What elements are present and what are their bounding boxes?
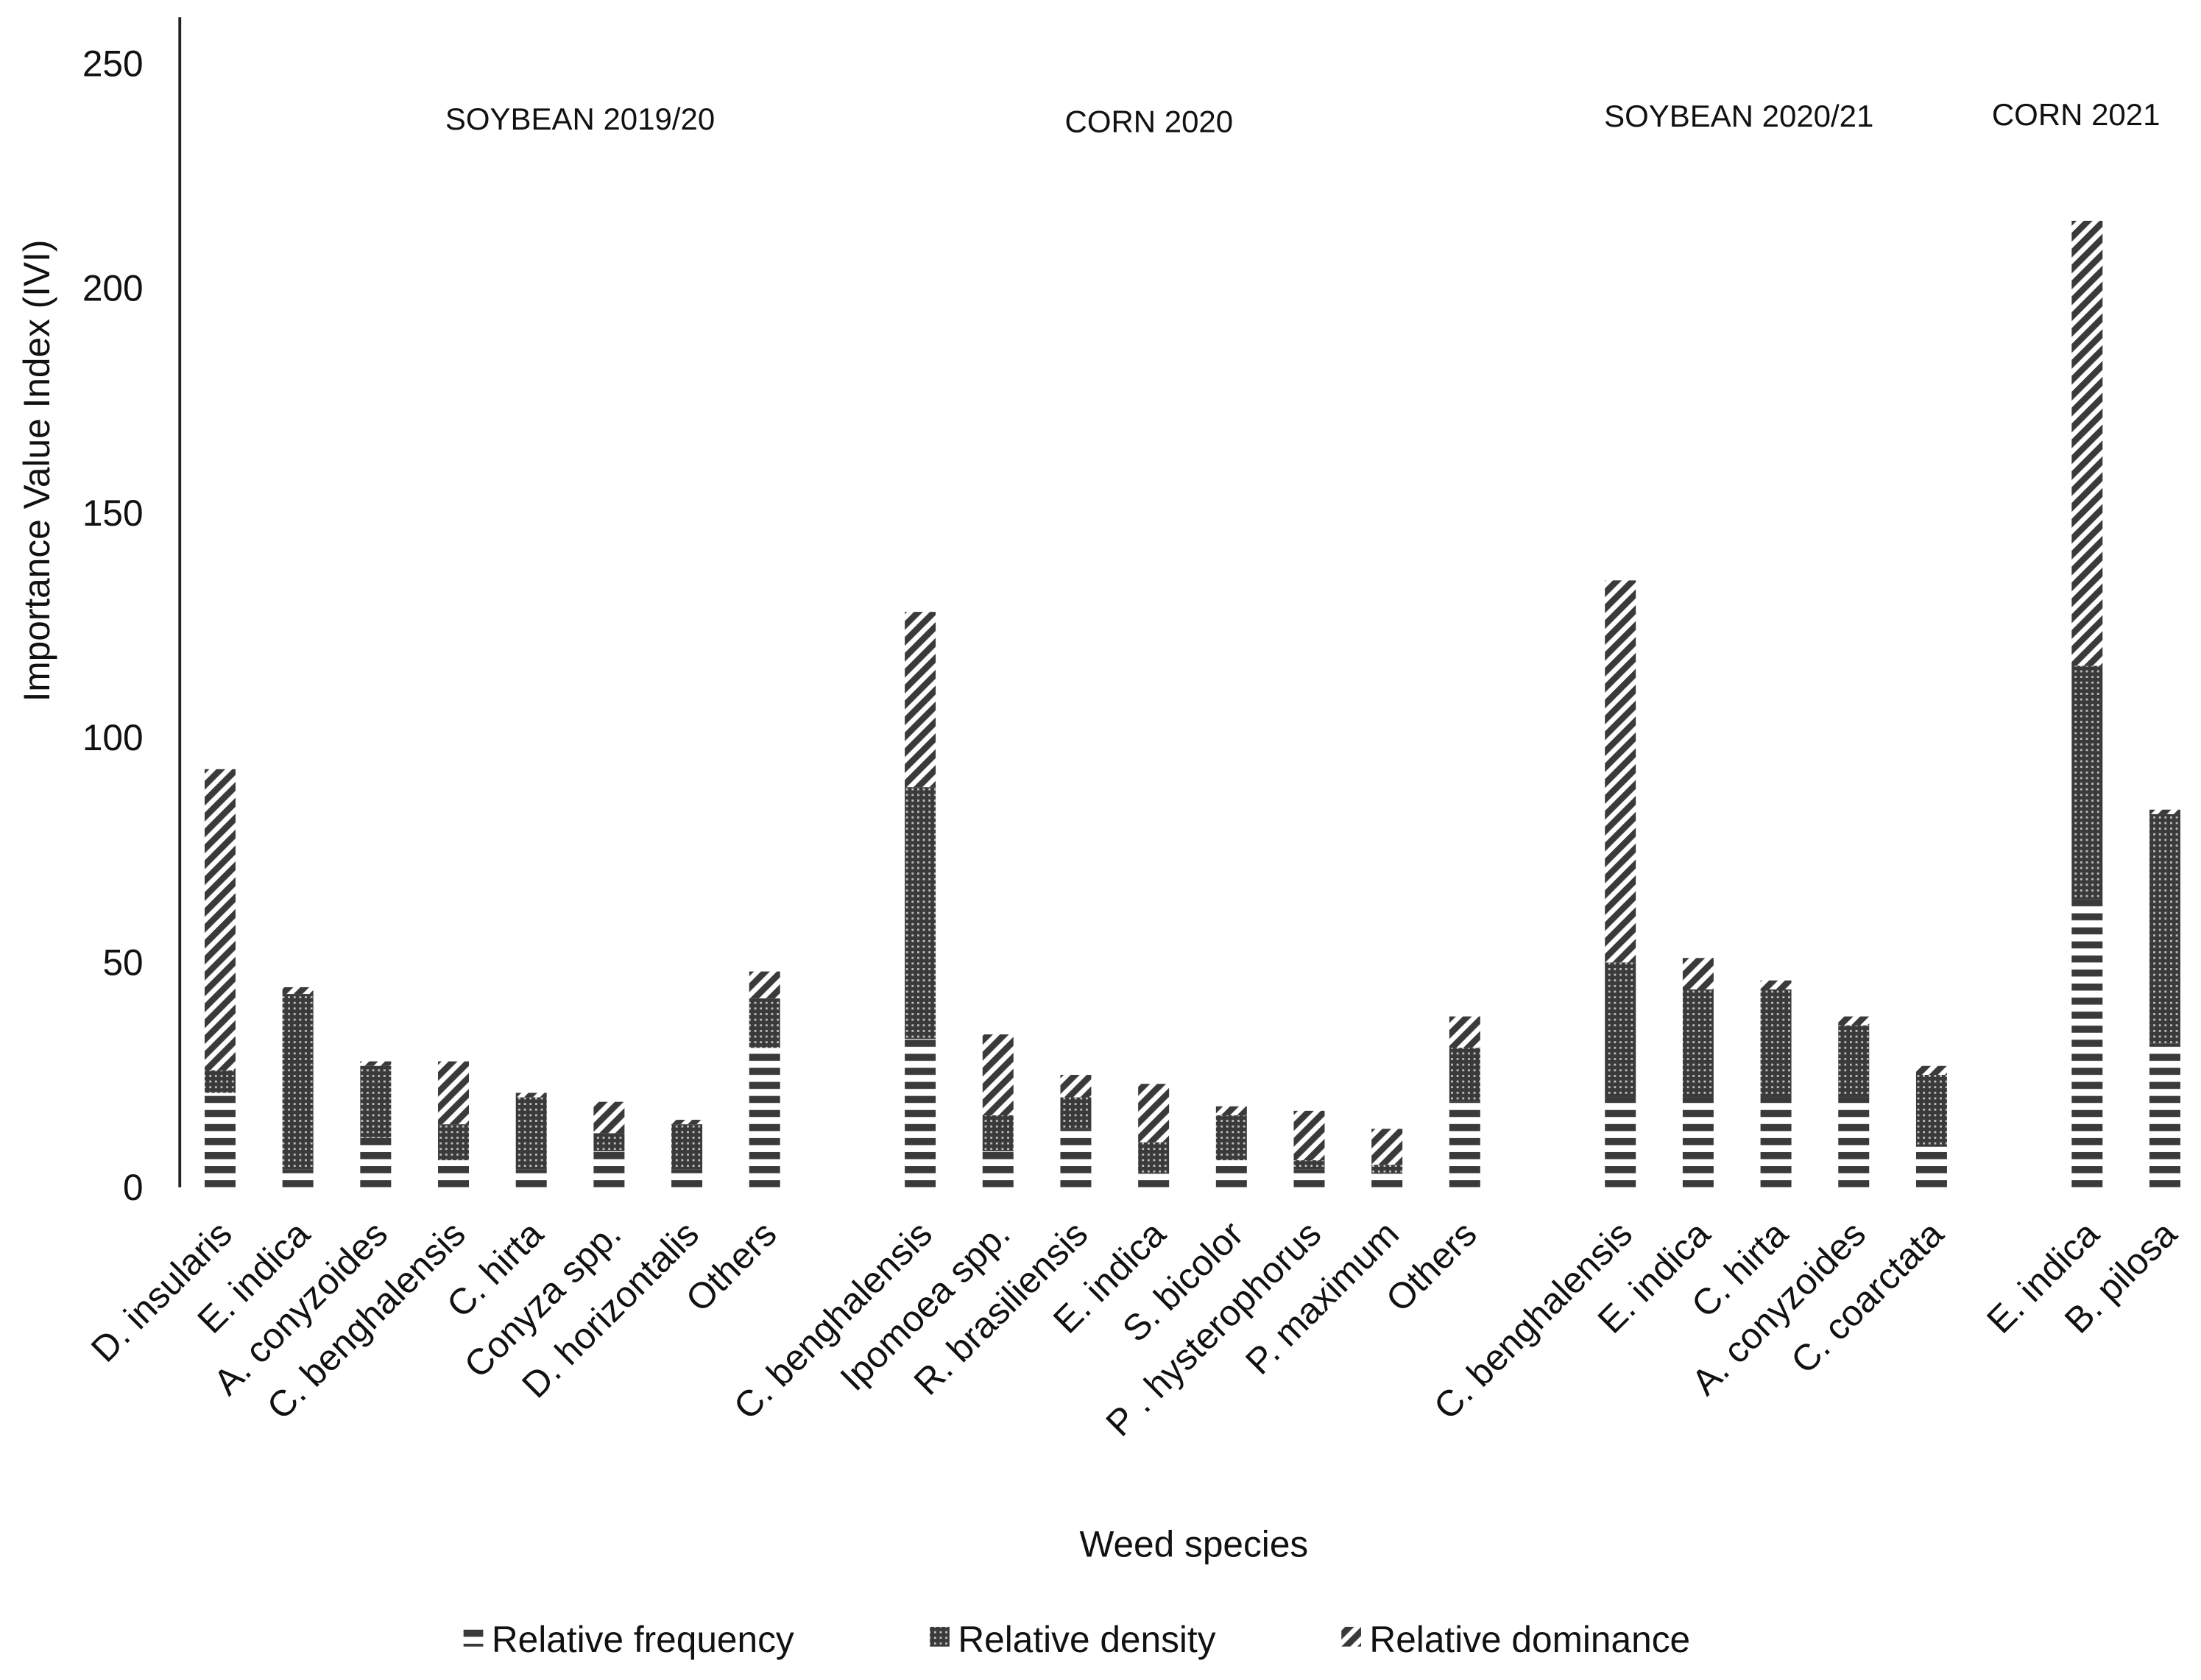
- y-tick-label: 200: [82, 268, 144, 309]
- bar-segment: [1371, 1173, 1403, 1187]
- bar-segment: [1138, 1173, 1170, 1187]
- bar-segment: [905, 1039, 936, 1187]
- bar-segment: [1682, 989, 1714, 1098]
- bar-segment: [438, 1124, 470, 1161]
- group-label: SOYBEAN 2019/20: [445, 102, 715, 136]
- bar-segment: [282, 994, 314, 1170]
- bar-segment: [2071, 220, 2103, 666]
- bar-segment: [1682, 1097, 1714, 1187]
- y-tick-label: 100: [82, 717, 144, 758]
- bar-segment: [1293, 1169, 1325, 1187]
- bar-segment: [1760, 1097, 1792, 1187]
- bar-segment: [1915, 1146, 1947, 1187]
- bar-segment: [982, 1151, 1014, 1187]
- bar-segment: [1293, 1160, 1325, 1170]
- bar-segment: [749, 971, 780, 999]
- bar-segment: [1293, 1110, 1325, 1161]
- bar-segment: [1605, 1097, 1636, 1187]
- group-label: CORN 2020: [1065, 105, 1234, 139]
- bar-segment: [1915, 1065, 1947, 1076]
- bar-segment: [360, 1065, 392, 1138]
- bar-segment: [2071, 666, 2103, 900]
- legend-label: Relative frequency: [492, 1619, 794, 1660]
- bar-segment: [1760, 989, 1792, 1098]
- bar-segment: [671, 1120, 703, 1125]
- bar-segment: [1838, 1016, 1870, 1026]
- bar-segment: [1138, 1142, 1170, 1174]
- bar-segment: [1215, 1115, 1247, 1161]
- bar-segment: [2071, 899, 2103, 1187]
- bar-segment: [1605, 580, 1636, 963]
- bar-segment: [2149, 813, 2180, 1044]
- y-tick-label: 0: [123, 1167, 144, 1208]
- group-label: CORN 2021: [1992, 97, 2161, 132]
- bar-segment: [1605, 962, 1636, 1098]
- group-label: SOYBEAN 2020/21: [1604, 99, 1873, 133]
- bar-segment: [1915, 1075, 1947, 1147]
- bar-segment: [982, 1115, 1014, 1151]
- bar-segment: [1682, 958, 1714, 990]
- y-tick-label: 250: [82, 43, 144, 84]
- bar-segment: [982, 1034, 1014, 1115]
- y-tick-label: 50: [102, 942, 143, 984]
- bar-segment: [671, 1124, 703, 1170]
- bar-segment: [2149, 1043, 2180, 1187]
- bar-segment: [1760, 980, 1792, 990]
- bar-segment: [282, 1169, 314, 1187]
- bar-segment: [1371, 1165, 1403, 1174]
- legend-swatch: [463, 1626, 484, 1647]
- bar-segment: [1060, 1075, 1092, 1098]
- bar-segment: [204, 1070, 236, 1093]
- bar-segment: [1215, 1160, 1247, 1187]
- x-axis-title: Weed species: [1080, 1523, 1309, 1564]
- bar-segment: [1838, 1097, 1870, 1187]
- bar-segment: [282, 987, 314, 995]
- bar-segment: [438, 1061, 470, 1125]
- bar-segment: [515, 1093, 547, 1098]
- y-axis-title: Importance Value Index (IVI): [16, 240, 57, 702]
- legend-label: Relative density: [958, 1619, 1215, 1660]
- bar-segment: [1060, 1097, 1092, 1129]
- legend-label: Relative dominance: [1369, 1619, 1690, 1660]
- bar-segment: [1060, 1129, 1092, 1187]
- bar-segment: [905, 612, 936, 788]
- y-tick-label: 150: [82, 493, 144, 534]
- legend-swatch: [1341, 1626, 1361, 1647]
- legend-swatch: [930, 1626, 950, 1647]
- bar-segment: [1449, 1016, 1480, 1048]
- bar-segment: [749, 1048, 780, 1187]
- bar-segment: [1449, 1048, 1480, 1102]
- bar-segment: [204, 1093, 236, 1187]
- bar-segment: [1215, 1106, 1247, 1115]
- bar-segment: [515, 1097, 547, 1170]
- bar-segment: [1449, 1101, 1480, 1187]
- bar-segment: [1138, 1084, 1170, 1143]
- bar-segment: [438, 1160, 470, 1187]
- bar-segment: [360, 1137, 392, 1187]
- bar-segment: [515, 1169, 547, 1187]
- bar-segment: [749, 998, 780, 1048]
- bar-segment: [593, 1151, 625, 1187]
- bar-segment: [2149, 809, 2180, 814]
- bar-segment: [905, 787, 936, 1040]
- bar-segment: [1838, 1025, 1870, 1098]
- bar-segment: [593, 1101, 625, 1134]
- bar-segment: [671, 1169, 703, 1187]
- bar-segment: [204, 769, 236, 1070]
- bar-segment: [1371, 1129, 1403, 1165]
- bar-segment: [360, 1061, 392, 1066]
- bar-segment: [593, 1133, 625, 1151]
